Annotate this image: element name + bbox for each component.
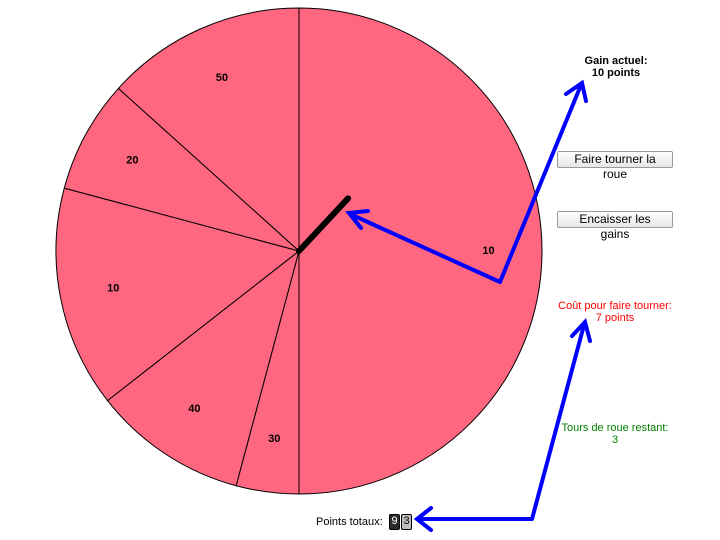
cash-out-button[interactable]: Encaisser les gains	[557, 211, 673, 241]
wheel-segment-label: 10	[482, 245, 494, 257]
spin-wheel-button[interactable]: Faire tourner la roue	[557, 151, 673, 181]
wheel-segment	[55, 187, 301, 402]
wheel-segment-label: 10	[107, 283, 119, 295]
total-points-counter: 9 3	[389, 514, 412, 530]
score-digit: 9	[389, 514, 400, 530]
wheel-segment-label: 30	[268, 433, 280, 445]
wheel-segment-label: 20	[126, 154, 138, 166]
remaining-spins: Tours de roue restant: 3	[545, 422, 685, 446]
score-digit: 3	[401, 514, 412, 530]
total-points-label: Points totaux:	[316, 516, 383, 528]
current-gain: Gain actuel: 10 points	[556, 55, 676, 79]
wheel-segment	[117, 7, 300, 253]
wheel-segment-label: 40	[188, 403, 200, 415]
spin-cost: Coût pour faire tourner: 7 points	[540, 300, 690, 324]
wheel-segment	[106, 249, 300, 487]
remaining-spins-title: Tours de roue restant:	[561, 422, 669, 434]
wheel-segment	[298, 7, 543, 495]
wheel-pointer	[296, 195, 352, 254]
spin-cost-value: 7 points	[595, 312, 635, 324]
current-gain-value: 10 points	[591, 67, 641, 79]
wheel-segment-label: 50	[216, 72, 228, 84]
wheel-segment	[63, 87, 300, 252]
spin-cost-title: Coût pour faire tourner:	[558, 300, 672, 312]
current-gain-title: Gain actuel:	[584, 55, 648, 67]
remaining-spins-value: 3	[611, 434, 619, 446]
